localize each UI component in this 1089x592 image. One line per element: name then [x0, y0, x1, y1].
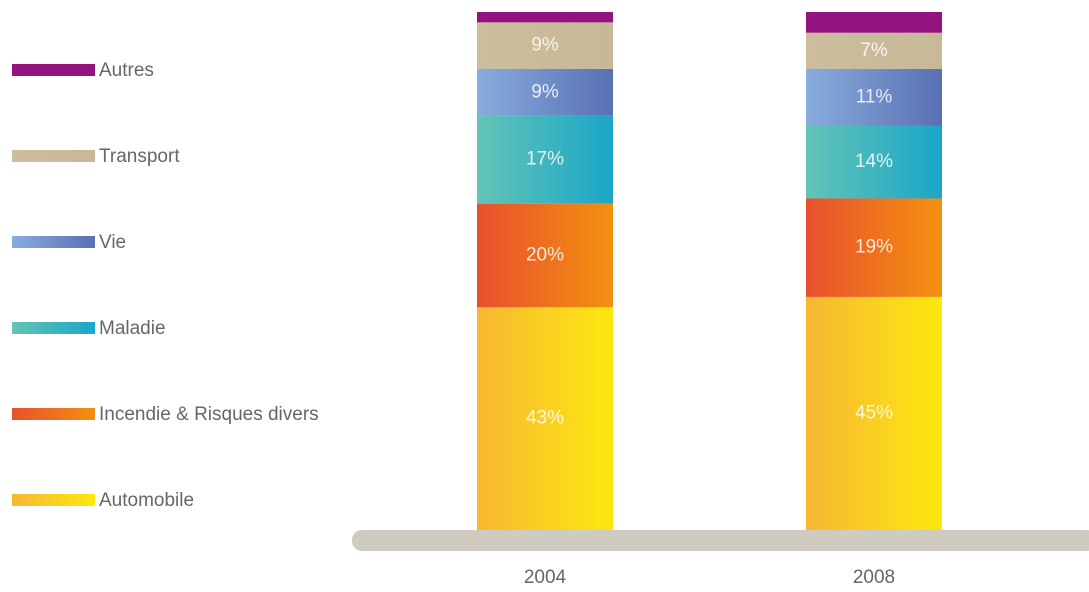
legend-label: Incendie & Risques divers [99, 404, 319, 425]
value-label: 45% [855, 402, 893, 423]
value-label: 11% [856, 86, 893, 107]
value-label: 14% [855, 151, 893, 172]
bar-segment [806, 68, 942, 126]
bar-segment [477, 115, 613, 204]
bar-segment [806, 125, 942, 199]
value-label: 17% [526, 149, 564, 170]
legend-swatch [12, 322, 95, 334]
value-label: 20% [526, 244, 564, 265]
value-label: 7% [860, 40, 888, 61]
legend-swatch [12, 236, 95, 248]
bar-segment [806, 198, 942, 297]
bar-segment [477, 22, 613, 69]
bar-segment [806, 296, 942, 530]
x-tick-label: 2008 [853, 567, 895, 588]
legend-label: Automobile [99, 490, 194, 511]
legend-label: Autres [99, 60, 154, 81]
legend-label: Maladie [99, 318, 166, 339]
legend-swatch [12, 150, 95, 162]
legend-label: Transport [99, 146, 180, 167]
bar-segment [477, 68, 613, 116]
legend-label: Vie [99, 232, 126, 253]
base-bar [352, 530, 1089, 551]
legend-swatch [12, 64, 95, 76]
bar-segment [477, 307, 613, 530]
value-label: 9% [531, 35, 559, 56]
bar-segment [806, 32, 942, 69]
value-label: 19% [855, 237, 893, 258]
bar-segment [806, 12, 942, 33]
value-label: 9% [531, 81, 559, 102]
bar-segment [477, 12, 613, 23]
bar-segment [477, 203, 613, 308]
value-label: 43% [526, 408, 564, 429]
legend-swatch [12, 408, 95, 420]
legend-swatch [12, 494, 95, 506]
x-tick-label: 2004 [524, 567, 567, 588]
